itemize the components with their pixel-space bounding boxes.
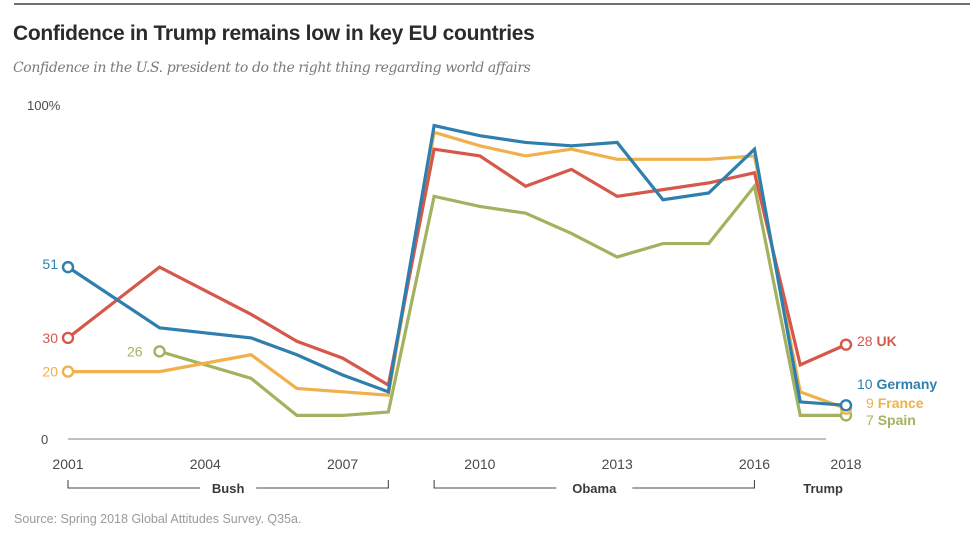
- x-tick-label: 2018: [830, 456, 861, 472]
- end-marker-uk: [839, 338, 853, 351]
- end-value-label: 28: [857, 333, 876, 349]
- series-layer: [61, 123, 853, 422]
- era-label: Bush: [212, 481, 245, 496]
- era-label: Obama: [572, 481, 617, 496]
- start-marker-uk: [61, 331, 75, 345]
- series-name-label: Germany: [876, 376, 937, 392]
- start-value-label: 20: [42, 364, 58, 380]
- chart-title: Confidence in Trump remains low in key E…: [13, 22, 535, 45]
- era-bracket-left: [433, 480, 557, 489]
- era-label: Trump: [803, 481, 843, 496]
- end-marker-germany: [839, 399, 853, 412]
- end-label-france: 9 France: [866, 395, 924, 411]
- start-marker-france: [61, 365, 75, 378]
- era-bracket-right: [256, 480, 389, 489]
- end-label-spain: 7 Spain: [866, 412, 916, 428]
- x-tick-label: 2010: [464, 456, 495, 472]
- y-tick-label: 0: [41, 432, 48, 447]
- start-value-label: 30: [42, 330, 58, 346]
- end-value-label: 7: [866, 412, 878, 428]
- x-tick-label: 2013: [602, 456, 633, 472]
- y-tick-label: 100%: [27, 98, 61, 113]
- x-tick-label: 2016: [739, 456, 770, 472]
- end-value-label: 9: [866, 395, 878, 411]
- series-name-label: UK: [876, 333, 896, 349]
- labels-layer: 26 7 Spain 20 9 France 30 28 UK 51 10 Germany: [42, 256, 937, 428]
- end-label-germany: 10 Germany: [857, 376, 937, 392]
- x-tick-label: 2007: [327, 456, 358, 472]
- start-value-label: 26: [127, 343, 143, 359]
- start-marker-spain: [153, 345, 166, 358]
- end-value-label: 10: [857, 376, 876, 392]
- source-note: Source: Spring 2018 Global Attitudes Sur…: [14, 512, 302, 526]
- series-line-germany: [67, 123, 847, 407]
- axes: 0 100% 2001 2004 2007 2010 2013 2016 2018 Bush Oba…: [27, 98, 862, 496]
- x-tick-label: 2001: [52, 456, 83, 472]
- series-line-france: [68, 130, 847, 411]
- series-line-uk: [67, 147, 847, 388]
- top-rule: [14, 3, 970, 5]
- start-value-label: 51: [42, 256, 58, 272]
- x-tick-label: 2004: [190, 456, 221, 472]
- series-line-spain: [159, 182, 846, 418]
- end-label-uk: 28 UK: [857, 333, 897, 349]
- era-bracket-left: [67, 480, 201, 489]
- chart-subtitle: Confidence in the U.S. president to do t…: [13, 60, 531, 76]
- series-name-label: France: [878, 395, 924, 411]
- era-bracket-right: [632, 480, 756, 489]
- series-name-label: Spain: [878, 412, 916, 428]
- start-marker-germany: [61, 260, 75, 274]
